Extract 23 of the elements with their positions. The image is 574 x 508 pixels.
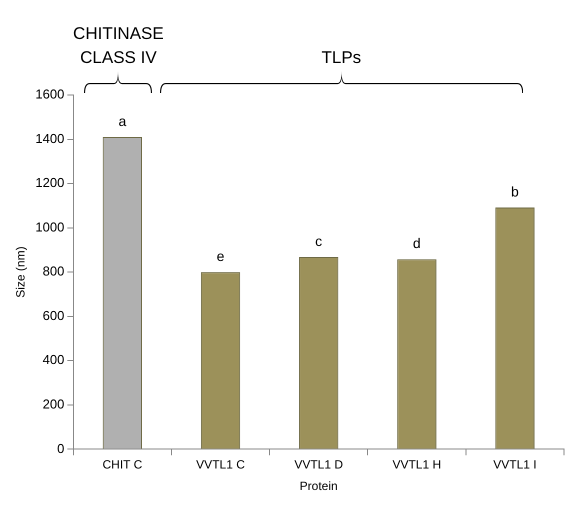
x-axis-title: Protein: [300, 479, 338, 494]
x-tick-label: VVTL1 I: [493, 458, 537, 472]
y-tick-label: 400: [42, 352, 64, 368]
data-label: c: [315, 232, 322, 249]
y-tick-label: 1000: [35, 219, 64, 234]
y-tick-label: 1200: [35, 175, 64, 190]
y-tick-label: 0: [57, 440, 64, 456]
y-tick-label: 600: [42, 308, 64, 323]
x-tick-label: VVTL1 H: [392, 458, 442, 472]
y-tick-label: 1400: [35, 130, 64, 146]
data-label: a: [118, 112, 126, 129]
x-tick-label: CHIT C: [102, 458, 143, 472]
y-tick-label: 800: [42, 264, 64, 279]
y-tick-label: 1600: [35, 86, 64, 102]
y-tick-label: 200: [42, 396, 64, 412]
text: TLPs: [321, 48, 362, 67]
y-axis-title: Size (nm): [14, 246, 28, 298]
x-tick-label: VVTL1 C: [196, 458, 246, 472]
data-label: d: [412, 235, 421, 252]
text: CHITINASE CLASS IV: [73, 24, 164, 67]
data-label: b: [511, 183, 520, 200]
x-tick-label: VVTL1 D: [294, 458, 344, 472]
data-label: e: [216, 248, 225, 264]
